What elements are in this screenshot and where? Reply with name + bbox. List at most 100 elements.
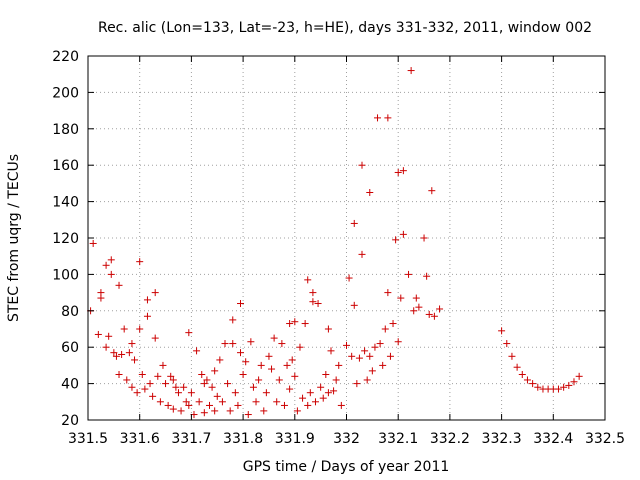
data-point [399, 167, 407, 175]
data-point [177, 407, 185, 415]
axis-ticks [87, 55, 606, 421]
data-point [389, 320, 397, 328]
data-point [123, 376, 131, 384]
data-point [423, 272, 431, 280]
data-point [304, 401, 312, 409]
y-tick-label: 180 [52, 122, 79, 138]
data-point [213, 392, 221, 400]
data-point [128, 383, 136, 391]
data-point [107, 256, 115, 264]
data-point [162, 380, 170, 388]
data-point [376, 340, 384, 348]
data-point [319, 394, 327, 402]
data-point [97, 289, 105, 297]
data-point [350, 219, 358, 227]
data-point [358, 161, 366, 169]
data-point [392, 236, 400, 244]
data-point [412, 294, 420, 302]
data-point [309, 298, 317, 306]
data-point [386, 352, 394, 360]
data-point [94, 330, 102, 338]
data-point [154, 372, 162, 380]
data-point [311, 398, 319, 406]
x-tick-label: 332.3 [482, 431, 522, 447]
data-points [87, 67, 583, 419]
data-point [182, 398, 190, 406]
data-point [200, 409, 208, 417]
data-point [410, 307, 418, 315]
data-point [151, 334, 159, 342]
data-point [234, 401, 242, 409]
data-point [436, 305, 444, 313]
data-point [394, 338, 402, 346]
data-point [407, 67, 415, 75]
data-point [428, 187, 436, 195]
data-point [112, 352, 120, 360]
data-point [384, 114, 392, 122]
data-point [273, 398, 281, 406]
data-point [324, 389, 332, 397]
data-point [324, 325, 332, 333]
data-point [379, 361, 387, 369]
data-point [244, 411, 252, 419]
data-point [430, 312, 438, 320]
data-point [229, 316, 237, 324]
data-point [211, 367, 219, 375]
data-point [257, 361, 265, 369]
x-tick-label: 332.5 [585, 431, 625, 447]
x-tick-label: 332.1 [378, 431, 418, 447]
data-point [110, 349, 118, 357]
data-point [102, 343, 110, 351]
data-point [503, 340, 511, 348]
data-point [317, 383, 325, 391]
data-point [229, 340, 237, 348]
data-point [118, 350, 126, 358]
data-point [247, 338, 255, 346]
data-point [508, 352, 516, 360]
data-point [270, 334, 278, 342]
data-point [397, 294, 405, 302]
x-axis-label: GPS time / Days of year 2011 [243, 459, 450, 475]
y-tick-label: 160 [52, 158, 79, 174]
data-point [120, 325, 128, 333]
data-point [498, 327, 506, 335]
data-point [293, 407, 301, 415]
data-point [105, 332, 113, 340]
data-point [560, 383, 568, 391]
data-point [425, 310, 433, 318]
data-point [366, 352, 374, 360]
data-point [262, 389, 270, 397]
data-point [125, 349, 133, 357]
data-point [180, 383, 188, 391]
data-point [309, 289, 317, 297]
data-point [399, 230, 407, 238]
data-point [115, 371, 123, 378]
y-tick-label: 40 [61, 377, 79, 393]
data-point [156, 398, 164, 406]
y-tick-label: 220 [52, 49, 79, 65]
data-point [366, 189, 374, 196]
data-point [348, 352, 356, 360]
data-point [221, 340, 229, 348]
data-point [203, 376, 211, 384]
data-point [288, 356, 296, 364]
data-point [275, 376, 283, 384]
x-tick-label: 331.8 [223, 431, 263, 447]
data-point [193, 347, 201, 355]
data-point [149, 392, 157, 400]
data-point [415, 303, 423, 311]
y-tick-label: 140 [52, 195, 79, 211]
data-point [138, 371, 146, 378]
y-tick-label: 20 [61, 413, 79, 429]
data-point [575, 372, 583, 380]
data-point [304, 276, 312, 284]
data-point [368, 367, 376, 375]
data-point [322, 371, 330, 378]
data-point [363, 376, 371, 384]
data-point [218, 398, 226, 406]
data-point [332, 376, 340, 384]
data-point [299, 394, 307, 402]
data-point [523, 376, 531, 384]
data-point [529, 380, 537, 388]
